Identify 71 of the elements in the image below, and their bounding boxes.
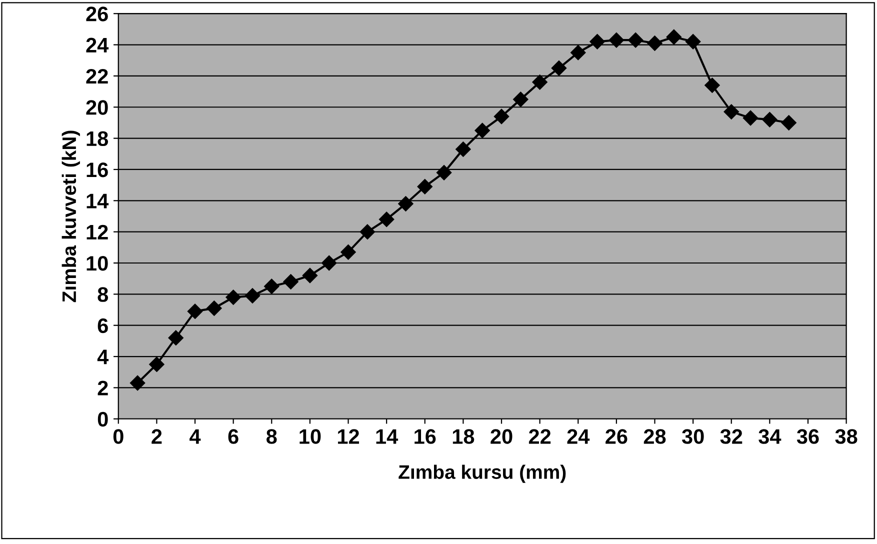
point: [283, 274, 298, 290]
x-tick-label: 2: [152, 429, 162, 444]
y-tick-label: 22: [86, 68, 108, 84]
y-tick-label: 26: [86, 6, 108, 22]
x-tick-label: 20: [490, 429, 512, 444]
point: [244, 288, 260, 304]
point: [264, 278, 280, 294]
point: [513, 92, 528, 107]
point: [168, 330, 184, 346]
point: [398, 196, 414, 212]
y-tick-label: 10: [86, 256, 108, 271]
x-tick-label: 12: [338, 429, 360, 444]
point: [360, 224, 375, 240]
y-tick-label: 4: [97, 350, 109, 364]
point: [379, 212, 394, 227]
x-tick-label: 26: [606, 429, 628, 444]
x-tick-label: 36: [796, 429, 819, 444]
x-tick-label: 30: [682, 429, 704, 444]
point: [340, 244, 356, 260]
x-tick-label: 38: [835, 429, 858, 444]
y-tick-label: 6: [98, 318, 108, 334]
x-tick-label: 24: [567, 429, 590, 444]
point: [666, 29, 682, 45]
x-tick-label: 0: [113, 429, 124, 444]
x-tick-label: 22: [528, 429, 551, 444]
point: [417, 179, 432, 194]
x-tick-label: 32: [720, 429, 742, 444]
point: [436, 165, 452, 180]
y-tick-label: 2: [98, 380, 108, 396]
point: [302, 268, 318, 284]
point: [130, 375, 146, 391]
point: [474, 122, 490, 138]
x-axis-title: Zımba kursu (mm): [398, 464, 566, 483]
x-tick-label: 34: [758, 429, 782, 444]
y-tick-label: 14: [86, 194, 109, 208]
point: [206, 300, 222, 316]
x-tick-label: 10: [300, 429, 321, 444]
y-axis-title: Zımba kuvveti (kN): [62, 130, 80, 302]
point: [187, 304, 203, 319]
point: [647, 36, 662, 51]
point: [532, 74, 548, 90]
point: [704, 78, 720, 93]
x-tick-label: 8: [266, 429, 277, 444]
point: [781, 115, 796, 130]
y-tick-label: 20: [86, 100, 108, 115]
point: [322, 255, 337, 271]
point: [456, 142, 471, 157]
x-tick-label: 16: [414, 429, 436, 444]
y-tick-label: 18: [86, 131, 108, 146]
x-tick-label: 4: [190, 429, 201, 444]
point: [628, 32, 644, 48]
point: [551, 60, 567, 76]
point: [590, 34, 605, 50]
x-tick-label: 18: [452, 429, 474, 444]
point: [724, 104, 739, 120]
point: [570, 45, 586, 60]
y-tick-label: 8: [98, 287, 108, 302]
y-tick-label: 24: [86, 38, 109, 52]
point: [226, 290, 241, 305]
x-tick-label: 14: [376, 429, 398, 444]
point: [685, 34, 701, 50]
point: [608, 32, 624, 48]
y-tick-label: 16: [86, 162, 108, 178]
point: [149, 356, 164, 372]
y-tick-label: 12: [86, 224, 108, 240]
y-tick-label: 0: [98, 412, 108, 427]
point: [742, 110, 758, 126]
x-tick-label: 28: [644, 429, 666, 444]
point: [494, 108, 510, 124]
x-tick-label: 6: [228, 429, 238, 444]
point: [762, 112, 778, 128]
